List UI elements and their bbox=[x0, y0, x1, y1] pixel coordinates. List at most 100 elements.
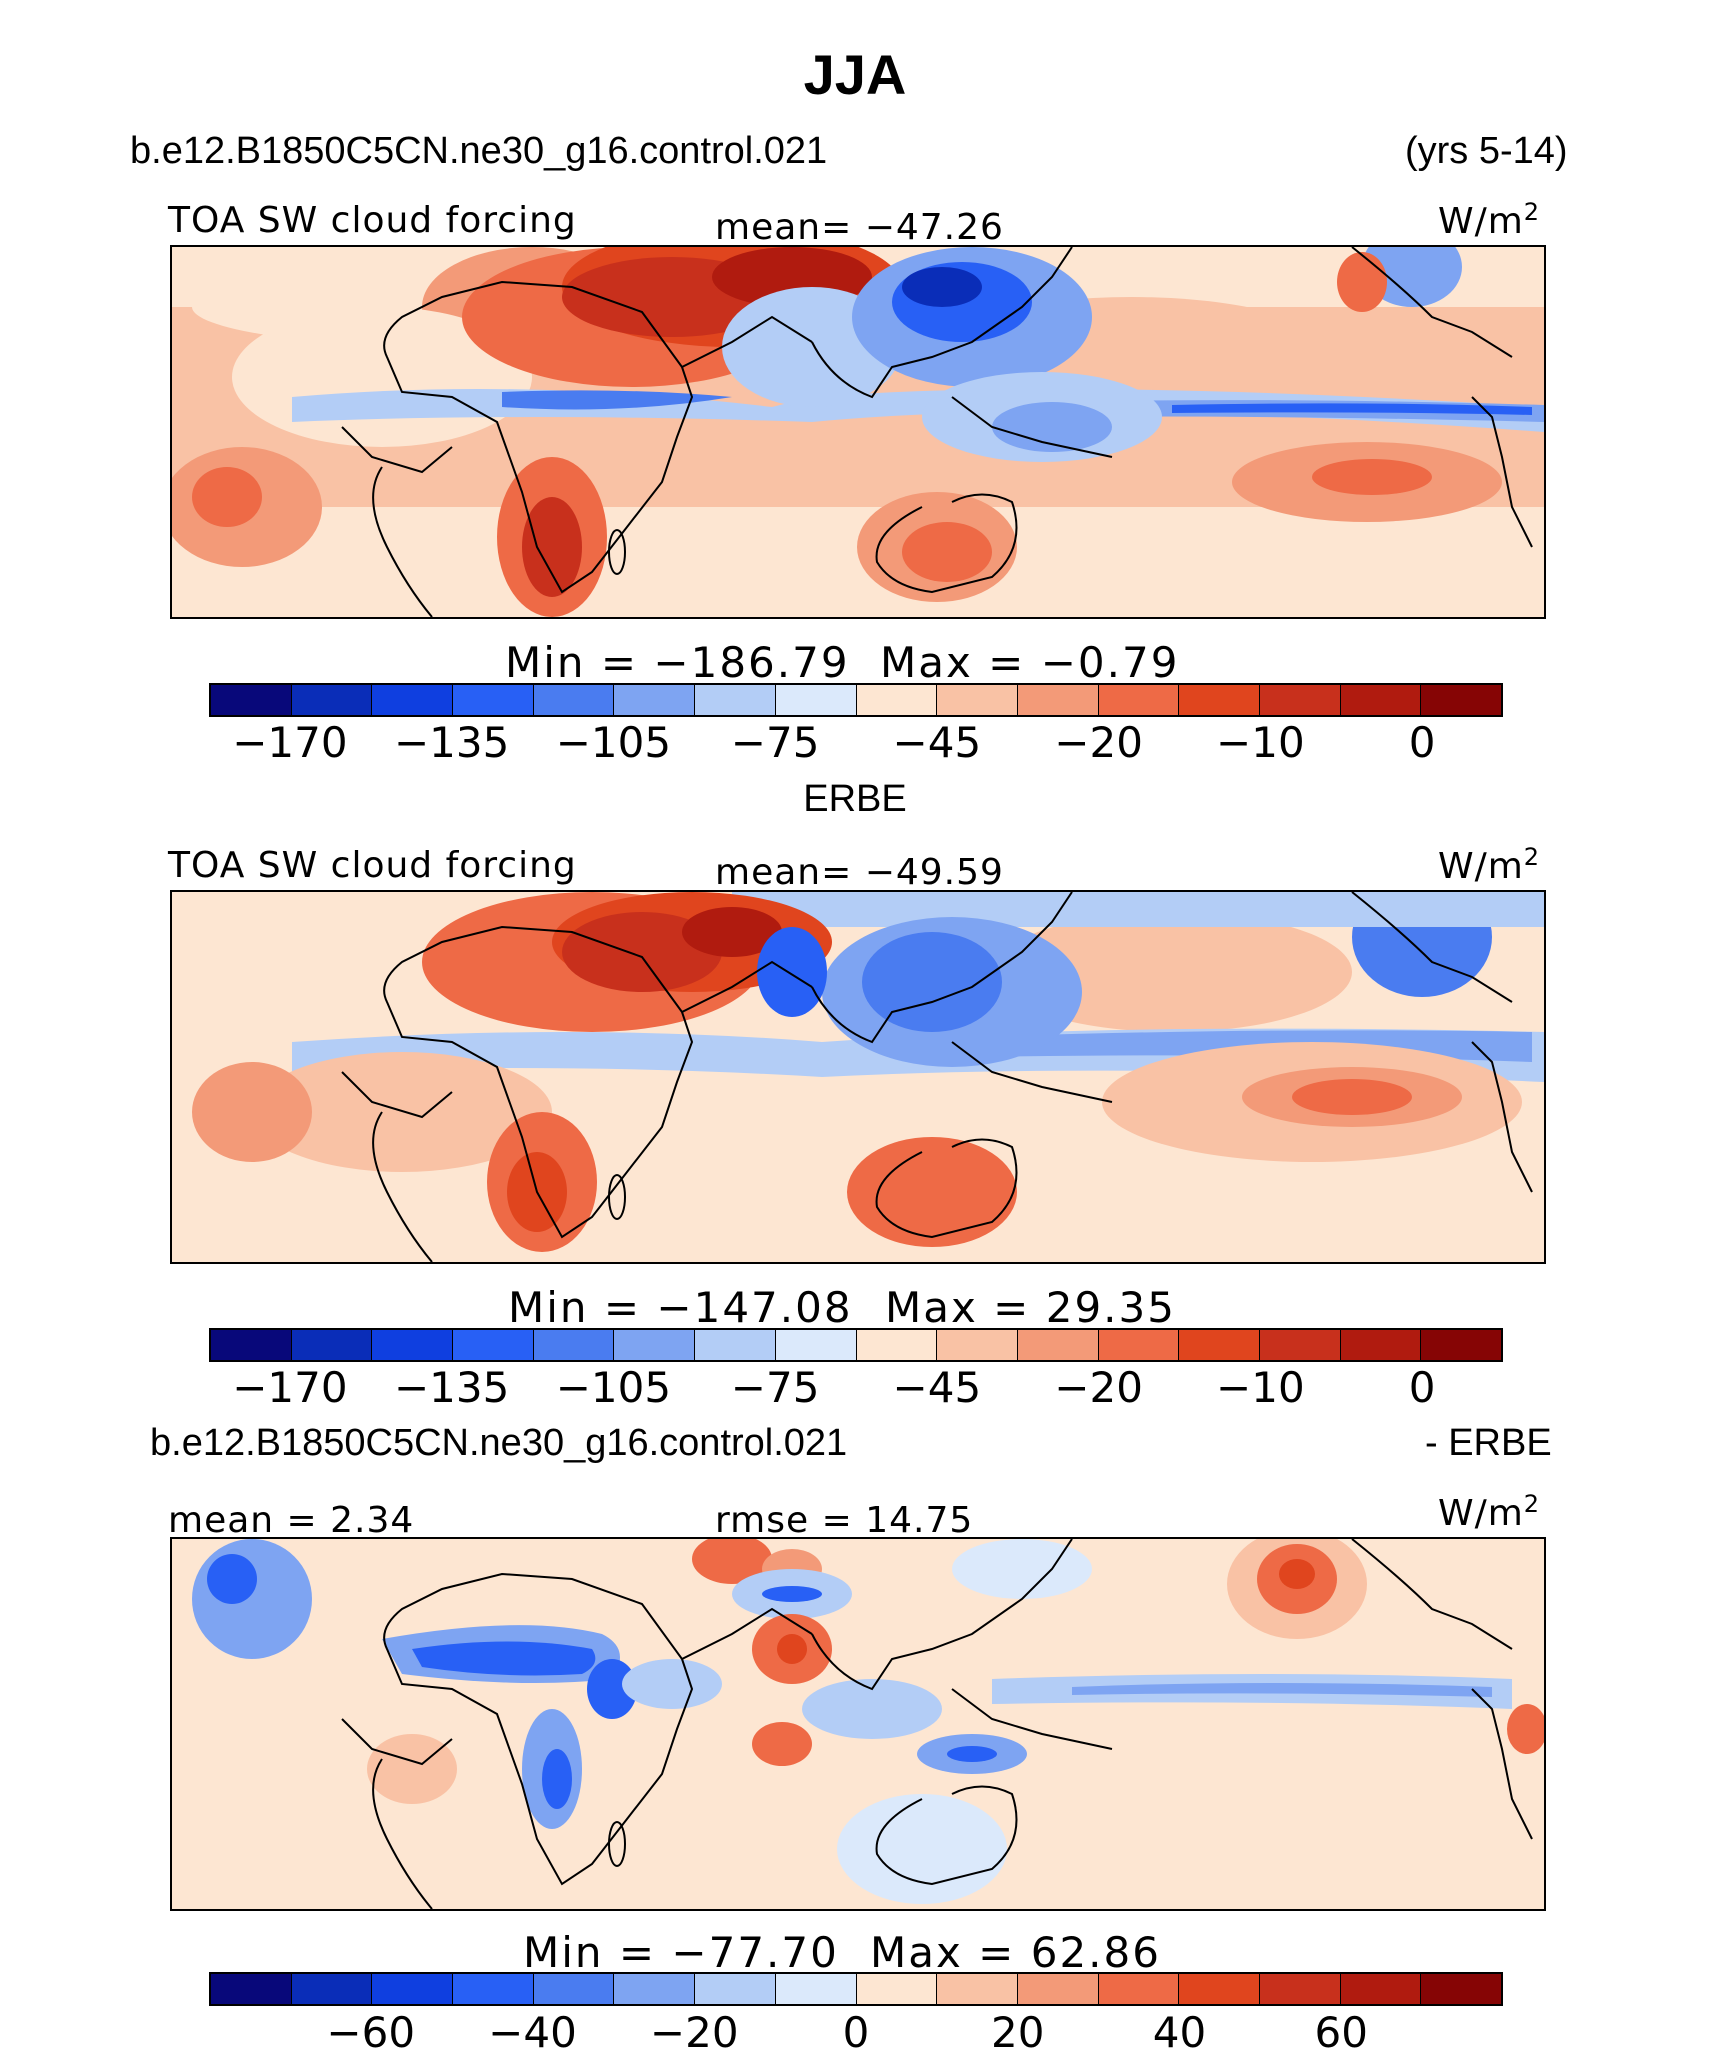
colorbar-swatch bbox=[1179, 1974, 1260, 2004]
colorbar-swatch bbox=[1259, 1974, 1341, 2004]
panel1-mean: mean= −47.26 bbox=[715, 207, 1004, 248]
colorbar-tick-label: 60 bbox=[1314, 2008, 1368, 2057]
panel2-units: W/m2 bbox=[1438, 843, 1541, 887]
colorbar-swatch bbox=[372, 685, 454, 715]
colorbar-swatch bbox=[211, 1330, 292, 1360]
colorbar-swatch bbox=[453, 685, 534, 715]
colorbar-tick-label: −75 bbox=[730, 1363, 820, 1412]
colorbar-swatch bbox=[614, 1330, 696, 1360]
diff-case-name: b.e12.B1850C5CN.ne30_g16.control.021 bbox=[150, 1422, 848, 1464]
panel2-colorbar bbox=[209, 1328, 1503, 1362]
colorbar-tick-label: −20 bbox=[1054, 1363, 1143, 1412]
colorbar-swatch bbox=[937, 685, 1018, 715]
colorbar-swatch bbox=[1421, 1974, 1501, 2004]
panel3-units: W/m2 bbox=[1438, 1490, 1541, 1534]
colorbar-swatch bbox=[937, 1974, 1018, 2004]
colorbar-tick-label: −20 bbox=[1054, 718, 1143, 767]
colorbar-swatch bbox=[1179, 685, 1260, 715]
panel3-mean: mean = 2.34 bbox=[168, 1500, 415, 1541]
colorbar-tick-label: −105 bbox=[555, 1363, 672, 1412]
colorbar-tick-label: −20 bbox=[649, 2008, 739, 2057]
model-cloud-forcing-map bbox=[172, 247, 1544, 617]
colorbar-tick-label: −60 bbox=[326, 2008, 416, 2057]
colorbar-swatch bbox=[1098, 1974, 1180, 2004]
colorbar-swatch bbox=[1421, 1330, 1501, 1360]
colorbar-swatch bbox=[533, 685, 615, 715]
colorbar-swatch bbox=[1017, 685, 1099, 715]
colorbar-swatch bbox=[1259, 1330, 1341, 1360]
colorbar-tick-label: −170 bbox=[232, 1363, 348, 1412]
colorbar-tick-label: −105 bbox=[555, 718, 672, 767]
colorbar-swatch bbox=[533, 1974, 615, 2004]
colorbar-tick-label: 0 bbox=[1408, 1363, 1436, 1412]
panel1-caption: ERBE bbox=[803, 778, 907, 820]
colorbar-swatch bbox=[775, 1330, 857, 1360]
panel3-map bbox=[170, 1537, 1546, 1911]
colorbar-tick-label: −45 bbox=[892, 718, 982, 767]
colorbar-swatch bbox=[775, 1974, 857, 2004]
colorbar-swatch bbox=[291, 1974, 373, 2004]
colorbar-swatch bbox=[1098, 685, 1180, 715]
colorbar-swatch bbox=[695, 685, 776, 715]
colorbar-swatch bbox=[614, 1974, 696, 2004]
colorbar-swatch bbox=[1098, 1330, 1180, 1360]
difference-map bbox=[172, 1539, 1544, 1909]
colorbar-swatch bbox=[614, 685, 696, 715]
panel1-field-label: TOA SW cloud forcing bbox=[168, 200, 577, 241]
colorbar-swatch bbox=[856, 685, 938, 715]
colorbar-swatch bbox=[937, 1330, 1018, 1360]
diff-minus-label: - ERBE bbox=[1425, 1422, 1552, 1464]
colorbar-swatch bbox=[775, 685, 857, 715]
colorbar-swatch bbox=[372, 1974, 454, 2004]
panel3-rmse: rmse = 14.75 bbox=[715, 1500, 974, 1541]
colorbar-tick-label: 20 bbox=[991, 2008, 1045, 2057]
colorbar-swatch bbox=[1179, 1330, 1260, 1360]
panel3-colorbar bbox=[209, 1972, 1503, 2006]
panel2-max: Max = 29.35 bbox=[885, 1283, 1176, 1332]
panel1-map bbox=[170, 245, 1546, 619]
colorbar-swatch bbox=[856, 1974, 938, 2004]
panel2-field-label: TOA SW cloud forcing bbox=[168, 845, 577, 886]
colorbar-tick-label: −10 bbox=[1216, 718, 1305, 767]
figure-title: JJA bbox=[803, 43, 907, 106]
colorbar-swatch bbox=[1017, 1330, 1099, 1360]
colorbar-tick-label: 0 bbox=[842, 2008, 870, 2057]
colorbar-swatch bbox=[291, 1330, 373, 1360]
colorbar-tick-label: −170 bbox=[232, 718, 348, 767]
panel3-max: Max = 62.86 bbox=[870, 1928, 1161, 1977]
colorbar-swatch bbox=[695, 1330, 776, 1360]
panel1-units: W/m2 bbox=[1438, 198, 1541, 242]
colorbar-tick-label: −45 bbox=[892, 1363, 982, 1412]
panel2-mean: mean= −49.59 bbox=[715, 852, 1004, 893]
colorbar-swatch bbox=[453, 1974, 534, 2004]
colorbar-swatch bbox=[372, 1330, 454, 1360]
colorbar-tick-label: −75 bbox=[730, 718, 820, 767]
colorbar-swatch bbox=[1421, 685, 1501, 715]
colorbar-tick-label: −135 bbox=[393, 718, 510, 767]
colorbar-swatch bbox=[1340, 1974, 1422, 2004]
colorbar-tick-label: −135 bbox=[393, 1363, 510, 1412]
colorbar-swatch bbox=[291, 685, 373, 715]
colorbar-swatch bbox=[453, 1330, 534, 1360]
colorbar-swatch bbox=[695, 1974, 776, 2004]
panel1-max: Max = −0.79 bbox=[880, 638, 1180, 687]
colorbar-swatch bbox=[1259, 685, 1341, 715]
colorbar-tick-label: 40 bbox=[1152, 2008, 1207, 2057]
colorbar-swatch bbox=[1017, 1974, 1099, 2004]
panel3-min: Min = −77.70 bbox=[523, 1928, 839, 1977]
colorbar-swatch bbox=[211, 685, 292, 715]
erbe-cloud-forcing-map bbox=[172, 892, 1544, 1262]
colorbar-swatch bbox=[1340, 685, 1422, 715]
panel1-colorbar bbox=[209, 683, 1503, 717]
colorbar-swatch bbox=[211, 1974, 292, 2004]
colorbar-swatch bbox=[1340, 1330, 1422, 1360]
case-name: b.e12.B1850C5CN.ne30_g16.control.021 bbox=[130, 130, 828, 172]
panel2-map bbox=[170, 890, 1546, 1264]
years-label: (yrs 5-14) bbox=[1405, 130, 1568, 172]
panel2-min: Min = −147.08 bbox=[508, 1283, 853, 1332]
colorbar-tick-label: −10 bbox=[1216, 1363, 1305, 1412]
colorbar-swatch bbox=[856, 1330, 938, 1360]
panel1-min: Min = −186.79 bbox=[505, 638, 850, 687]
colorbar-tick-label: −40 bbox=[488, 2008, 577, 2057]
colorbar-tick-label: 0 bbox=[1408, 718, 1436, 767]
